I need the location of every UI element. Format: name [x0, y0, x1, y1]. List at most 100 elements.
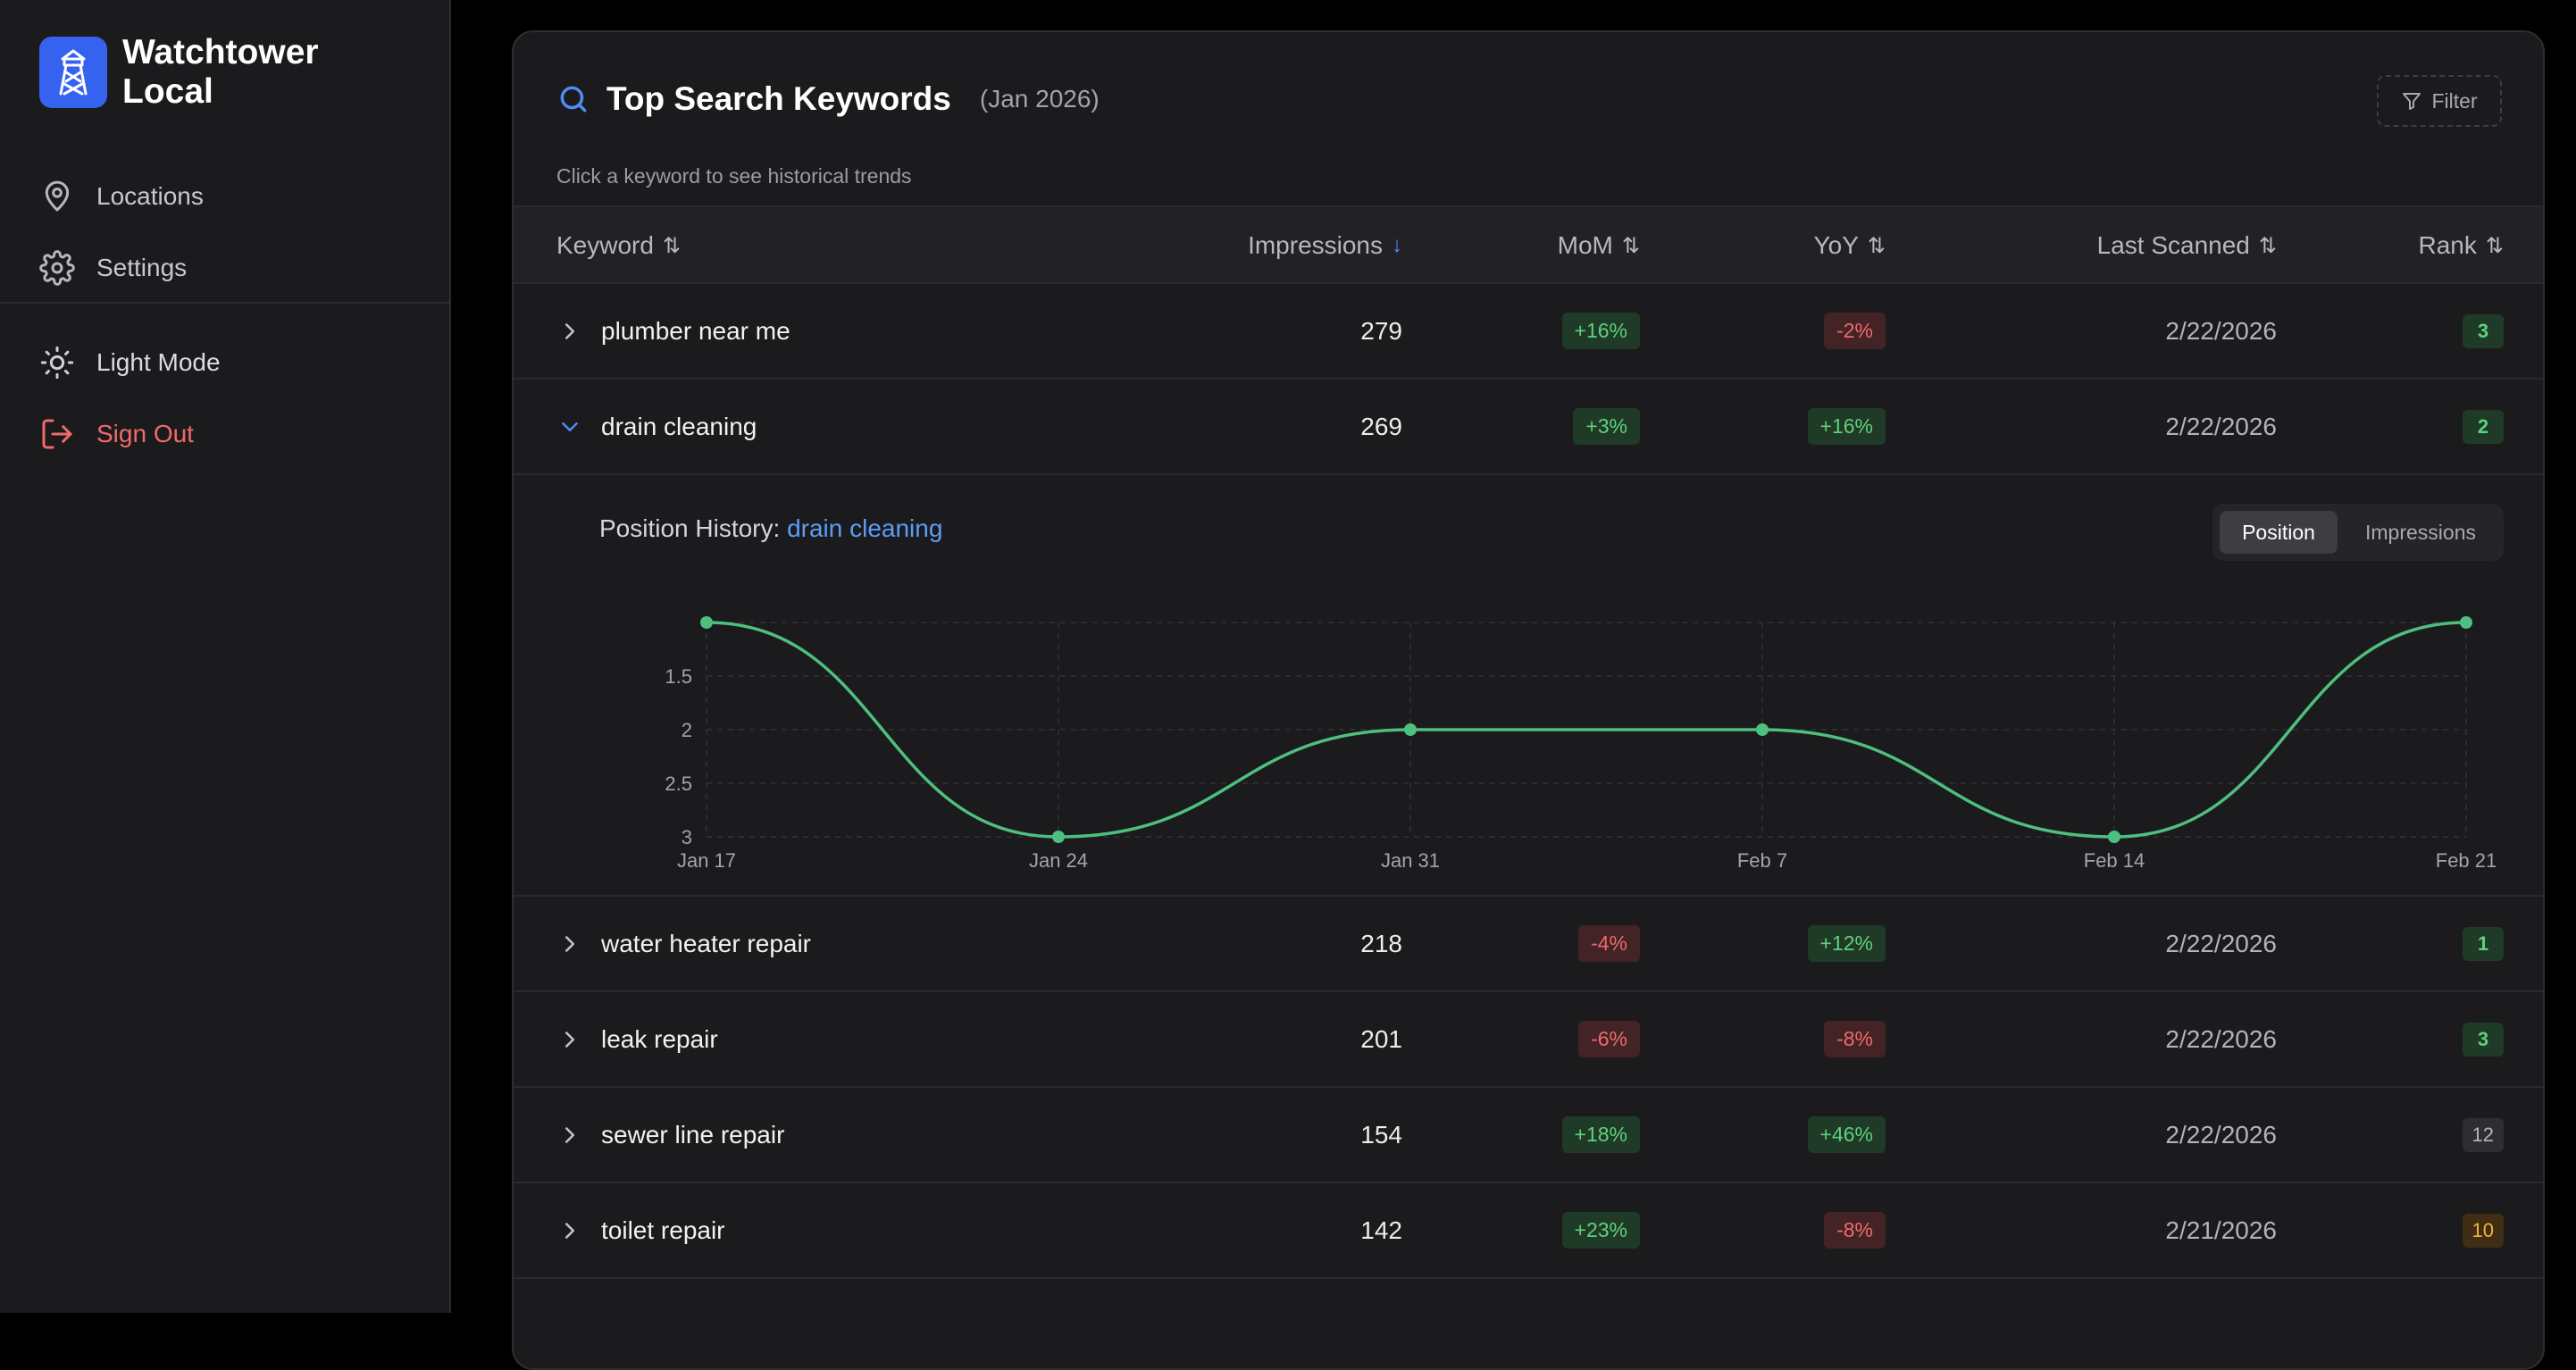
- keyword-cell[interactable]: plumber near me: [556, 284, 790, 378]
- rank-cell: 3: [2463, 992, 2504, 1086]
- yoy-cell: +12%: [1807, 897, 1886, 990]
- search-icon: [560, 86, 587, 113]
- column-header-rank[interactable]: Rank ⇅: [2419, 207, 2504, 284]
- chevron-right-icon[interactable]: [556, 1026, 583, 1053]
- rank-badge: 2: [2463, 409, 2504, 444]
- mom-cell: -4%: [1578, 897, 1640, 990]
- y-tick-label: 1.5: [665, 665, 692, 688]
- position-history-keyword[interactable]: drain cleaning: [787, 514, 943, 542]
- brand-name-line2: Local: [122, 72, 213, 111]
- position-history-label: Position History:: [599, 514, 788, 542]
- column-header-keyword[interactable]: Keyword ⇅: [556, 207, 681, 284]
- keyword-cell[interactable]: toilet repair: [556, 1183, 725, 1277]
- yoy-badge: -8%: [1824, 1212, 1886, 1249]
- light-mode-toggle[interactable]: Light Mode: [39, 345, 221, 380]
- keyword-text: toilet repair: [601, 1215, 725, 1244]
- data-point: [2108, 831, 2120, 843]
- table-row[interactable]: toilet repair 142 +23% -8% 2/21/2026 10: [514, 1183, 2543, 1279]
- toggle-position[interactable]: Position: [2220, 511, 2338, 554]
- sidebar: Watchtower Local Locations Settings Ligh…: [0, 0, 451, 1313]
- column-header-label: Last Scanned: [2096, 231, 2250, 259]
- chevron-down-icon[interactable]: [556, 414, 583, 440]
- map-pin-icon: [45, 180, 70, 212]
- rank-badge: 3: [2463, 1022, 2504, 1057]
- keyword-text: drain cleaning: [601, 412, 757, 440]
- column-header-label: Impressions: [1248, 231, 1383, 259]
- sidebar-divider: [0, 302, 451, 304]
- filter-button[interactable]: Filter: [2377, 75, 2502, 127]
- data-point: [2460, 616, 2472, 629]
- brand-name: Watchtower Local: [122, 33, 319, 112]
- table-row[interactable]: plumber near me 279 +16% -2% 2/22/2026 3: [514, 284, 2543, 380]
- rank-cell: 2: [2463, 380, 2504, 473]
- brand[interactable]: Watchtower Local: [39, 33, 319, 112]
- mom-badge: +18%: [1561, 1116, 1640, 1153]
- sidebar-item-locations[interactable]: Locations: [39, 179, 204, 214]
- column-header-label: MoM: [1557, 231, 1613, 259]
- impressions-cell: 201: [1360, 1024, 1402, 1053]
- keyword-cell[interactable]: water heater repair: [556, 897, 811, 990]
- keyword-text: water heater repair: [601, 929, 812, 957]
- x-tick-label: Feb 21: [2436, 849, 2497, 872]
- yoy-badge: +12%: [1807, 925, 1886, 962]
- position-history-title: Position History: drain cleaning: [599, 514, 942, 543]
- rank-badge: 3: [2463, 313, 2504, 348]
- rank-cell: 10: [2462, 1183, 2504, 1277]
- column-header-impressions[interactable]: Impressions ↓: [1248, 207, 1402, 284]
- chevron-right-icon[interactable]: [556, 1217, 583, 1244]
- data-point: [1756, 723, 1769, 736]
- chart-metric-toggle: Position Impressions: [2212, 504, 2504, 561]
- column-header-label: YoY: [1813, 231, 1859, 259]
- column-header-label: Keyword: [556, 231, 654, 259]
- keyword-cell[interactable]: leak repair: [556, 992, 718, 1086]
- column-header-yoy[interactable]: YoY ⇅: [1814, 207, 1886, 284]
- sort-icon: ⇅: [662, 233, 682, 258]
- light-mode-label: Light Mode: [96, 348, 221, 376]
- table-row[interactable]: water heater repair 218 -4% +12% 2/22/2026 1: [514, 897, 2543, 992]
- table-row[interactable]: leak repair 201 -6% -8% 2/22/2026 3: [514, 992, 2543, 1088]
- data-point: [700, 616, 713, 629]
- yoy-cell: -8%: [1824, 992, 1886, 1086]
- x-tick-label: Jan 31: [1381, 849, 1440, 872]
- y-tick-label: 2.5: [665, 773, 692, 795]
- card-period: (Jan 2026): [979, 85, 1100, 113]
- column-header-mom[interactable]: MoM ⇅: [1558, 207, 1640, 284]
- series-line: [706, 621, 2467, 839]
- impressions-cell: 279: [1360, 316, 1402, 345]
- rank-cell: 3: [2463, 284, 2504, 378]
- mom-cell: -6%: [1578, 992, 1640, 1086]
- table-row[interactable]: sewer line repair 154 +18% +46% 2/22/2026 12: [514, 1088, 2543, 1183]
- brand-name-line1: Watchtower: [122, 33, 319, 71]
- chevron-right-icon[interactable]: [556, 931, 583, 957]
- mom-badge: +16%: [1561, 313, 1640, 349]
- keyword-cell[interactable]: drain cleaning: [556, 380, 757, 473]
- sun-icon: [40, 346, 74, 380]
- keyword-cell[interactable]: sewer line repair: [556, 1088, 784, 1182]
- yoy-cell: +46%: [1807, 1088, 1886, 1182]
- mom-badge: -6%: [1578, 1021, 1640, 1057]
- sign-out-icon: [42, 419, 72, 449]
- table-header: Keyword ⇅ Impressions ↓ MoM ⇅ YoY ⇅ Last Sca…: [514, 205, 2543, 284]
- impressions-cell: 218: [1360, 929, 1402, 957]
- last-scanned-cell: 2/21/2026: [2165, 1215, 2277, 1244]
- sign-out-button[interactable]: Sign Out: [39, 416, 194, 452]
- chevron-right-icon[interactable]: [556, 318, 583, 345]
- impressions-cell: 154: [1360, 1120, 1402, 1149]
- rank-badge: 1: [2463, 926, 2504, 961]
- table-row[interactable]: drain cleaning 269 +3% +16% 2/22/2026 2: [514, 380, 2543, 475]
- column-header-last-scanned[interactable]: Last Scanned ⇅: [2097, 207, 2277, 284]
- sort-desc-icon: ↓: [1392, 233, 1402, 257]
- mom-cell: +3%: [1573, 380, 1640, 473]
- mom-badge: -4%: [1578, 925, 1640, 962]
- filter-icon: [2403, 93, 2421, 110]
- rank-cell: 1: [2463, 897, 2504, 990]
- rank-cell: 12: [2462, 1088, 2504, 1182]
- sort-icon: ⇅: [2485, 233, 2504, 258]
- x-tick-label: Feb 7: [1737, 849, 1787, 872]
- sidebar-item-settings[interactable]: Settings: [39, 250, 187, 286]
- sort-icon: ⇅: [1867, 233, 1886, 258]
- toggle-impressions[interactable]: Impressions: [2365, 520, 2476, 544]
- data-point: [1052, 831, 1065, 843]
- chevron-right-icon[interactable]: [556, 1122, 583, 1149]
- keyword-text: sewer line repair: [601, 1120, 785, 1149]
